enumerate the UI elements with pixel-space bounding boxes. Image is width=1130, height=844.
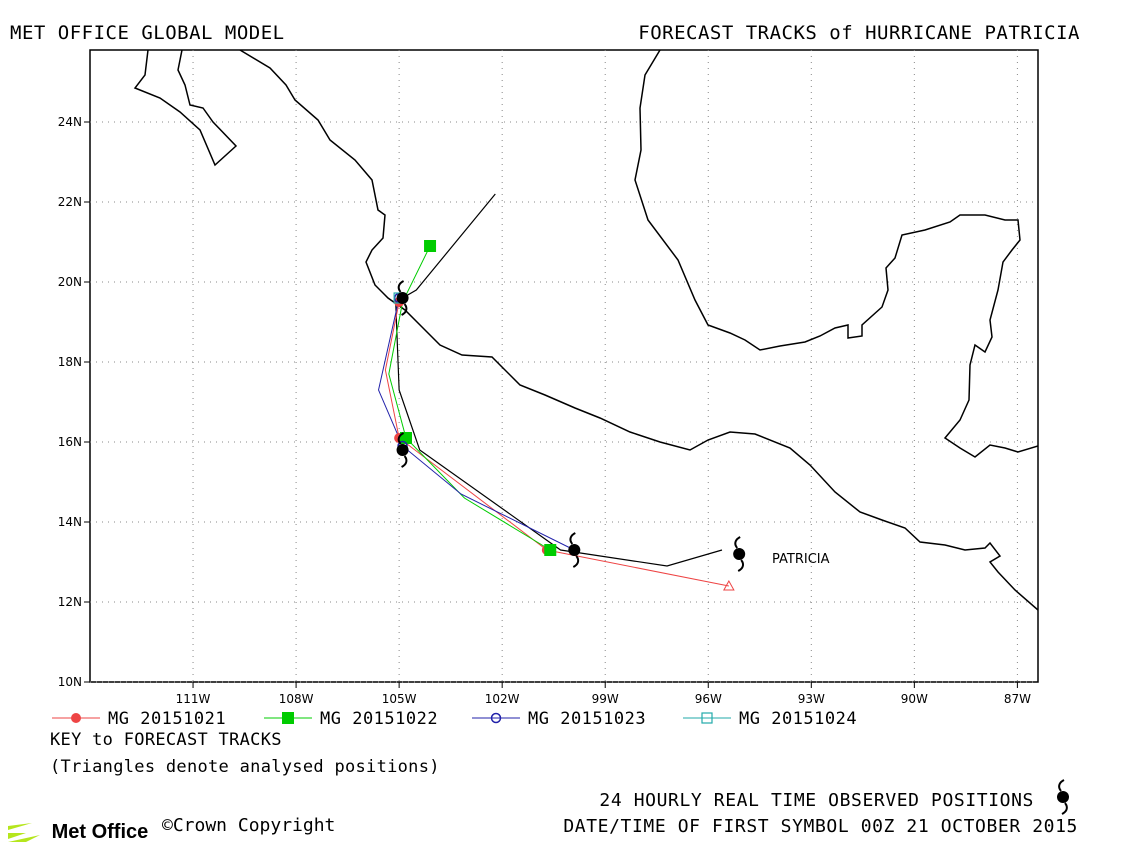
key-note: (Triangles denote analysed positions) [50, 757, 440, 777]
tracks [377, 193, 746, 591]
grid [90, 50, 1038, 683]
legend-label-2: MG 20151023 [528, 709, 646, 729]
observed-position-symbol [568, 532, 581, 568]
hurricane-symbol-arm [572, 555, 580, 568]
hurricane-symbol-arm [401, 303, 408, 316]
legend-marker-3 [701, 712, 713, 724]
observed-track-line [395, 193, 723, 567]
observed-position-symbol [733, 536, 746, 572]
x-tick-label: 87W [1004, 692, 1031, 706]
x-tick-label: 111W [176, 692, 211, 706]
copyright: ©Crown Copyright [162, 815, 336, 836]
hurricane-symbol-arm [401, 455, 408, 468]
x-tick-label: 105W [382, 692, 417, 706]
x-tick-label: 102W [485, 692, 520, 706]
legend-label-0: MG 20151021 [108, 709, 226, 729]
y-tick-label: 20N [58, 275, 82, 289]
y-tick-label: 12N [58, 595, 82, 609]
coastline [133, 50, 1038, 611]
hurricane-symbol-arm [734, 536, 741, 549]
met-office-logo-text: Met Office [51, 821, 149, 843]
y-tick-label: 16N [58, 435, 82, 449]
coastline-segment [634, 50, 1038, 458]
y-tick-label: 18N [58, 355, 82, 369]
analysed-position-triangle [723, 579, 735, 591]
hurricane-symbol-arm [737, 559, 745, 572]
coastline-segment [133, 50, 238, 167]
plot-frame [89, 49, 1039, 683]
y-tick-label: 24N [58, 115, 82, 129]
key-title: KEY to FORECAST TRACKS [50, 730, 282, 750]
hurricane-symbol-arm [1061, 802, 1068, 815]
legend-marker-2 [490, 712, 502, 724]
hurricane-symbol-core [396, 444, 409, 456]
series-line-1 [388, 245, 551, 551]
hurricane-symbol-core [568, 544, 581, 556]
legend-label-3: MG 20151024 [739, 709, 857, 729]
legend: MG 20151021 MG 20151022 MG 20151023 MG 2015… [52, 709, 857, 729]
legend-hurricane-icon [1057, 779, 1069, 815]
y-tick-label: 10N [58, 675, 82, 689]
storm-label: PATRICIA [772, 552, 830, 567]
y-tick-label: 22N [58, 195, 82, 209]
x-tick-label: 96W [695, 692, 722, 706]
met-office-logo: Met Office [6, 812, 148, 844]
hurricane-symbol-core [733, 548, 746, 560]
x-tick-label: 93W [798, 692, 825, 706]
series-marker-1 [424, 240, 437, 252]
hurricane-symbol-arm [569, 532, 576, 545]
hurricane-symbol-arm [397, 432, 405, 445]
hurricane-symbol-core [396, 292, 409, 304]
met-office-logo-icon [8, 823, 40, 842]
footer-line1: 24 HOURLY REAL TIME OBSERVED POSITIONS [599, 790, 1034, 811]
hurricane-symbol-arm [1058, 779, 1065, 792]
footer-line2: DATE/TIME OF FIRST SYMBOL 00Z 21 OCTOBER… [563, 816, 1078, 837]
legend-label-1: MG 20151022 [320, 709, 438, 729]
observed-position-symbol [396, 432, 409, 468]
x-tick-label: 90W [901, 692, 928, 706]
observed-position-symbol [396, 280, 409, 316]
hurricane-symbol-core [1057, 791, 1069, 803]
right-title: FORECAST TRACKS of HURRICANE PATRICIA [638, 22, 1080, 44]
coastline-segment [239, 50, 1038, 611]
legend-marker-0 [71, 713, 81, 723]
legend-marker-1 [282, 712, 294, 724]
y-tick-label: 14N [58, 515, 82, 529]
left-title: MET OFFICE GLOBAL MODEL [10, 22, 285, 44]
x-tick-label: 99W [592, 692, 619, 706]
x-tick-label: 108W [279, 692, 314, 706]
axis-ticks: 111W 108W 105W 102W 99W 96W 93W 90W 87W 10N 12N 14N… [58, 115, 1031, 706]
hurricane-symbol-arm [397, 280, 405, 293]
series-marker-1 [544, 544, 557, 556]
